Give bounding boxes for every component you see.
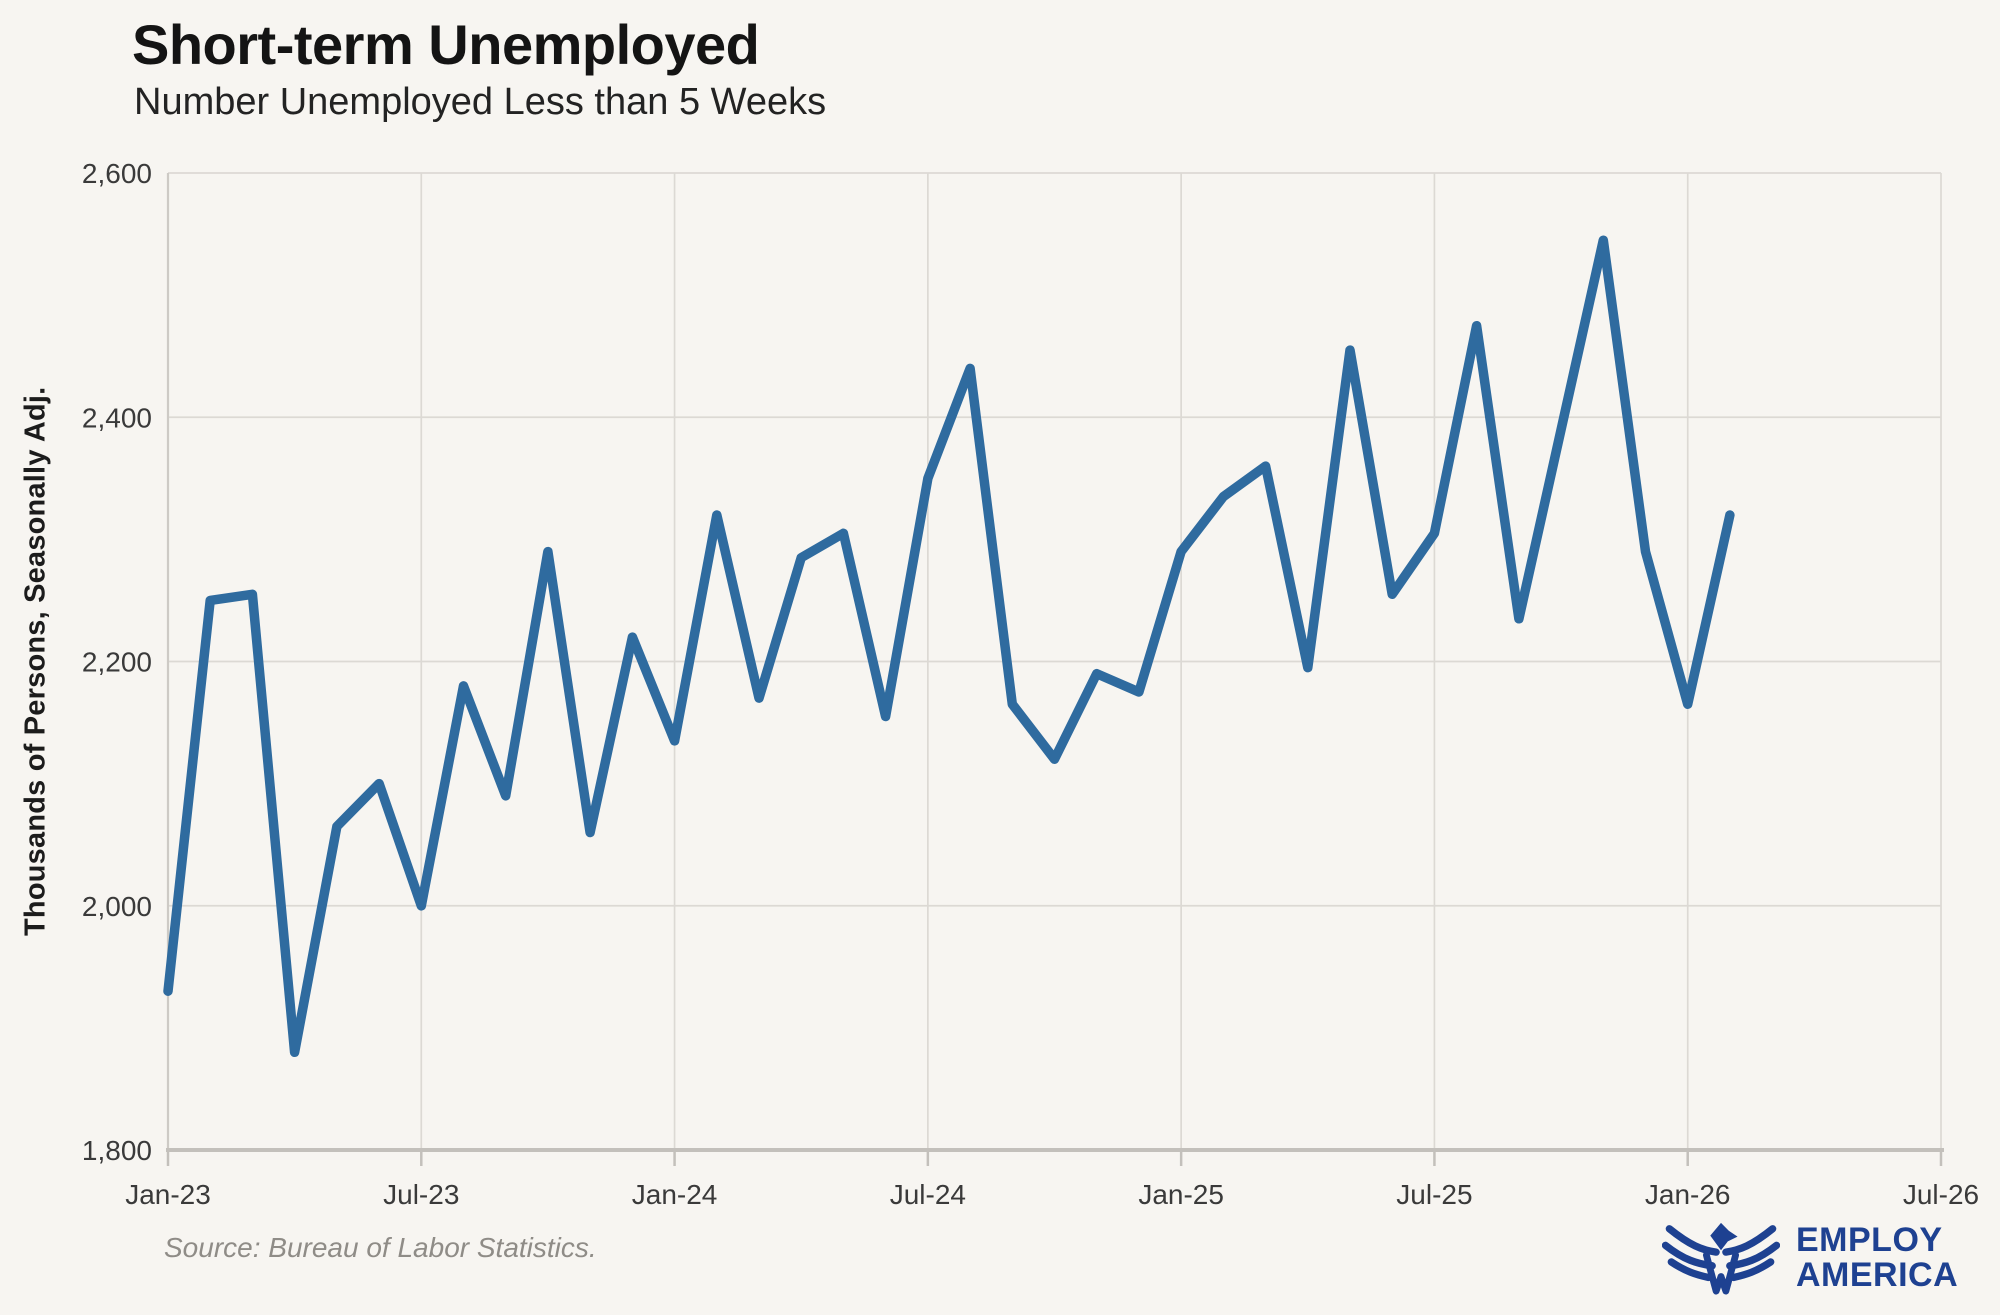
y-tick-label: 2,200: [82, 647, 152, 678]
x-tick-label: Jan-25: [1138, 1179, 1224, 1210]
logo-text: EMPLOY AMERICA: [1796, 1223, 1958, 1293]
x-tick-label: Jul-25: [1396, 1179, 1472, 1210]
y-tick-label: 2,600: [82, 158, 152, 189]
employ-america-logo: EMPLOY AMERICA: [1662, 1220, 1958, 1296]
x-tick-label: Jan-26: [1645, 1179, 1731, 1210]
chart-title: Short-term Unemployed: [132, 13, 760, 76]
source-note: Source: Bureau of Labor Statistics.: [164, 1232, 597, 1263]
eagle-icon: [1662, 1222, 1780, 1295]
y-tick-label: 2,000: [82, 891, 152, 922]
x-tick-label: Jul-23: [383, 1179, 459, 1210]
chart-subtitle: Number Unemployed Less than 5 Weeks: [134, 81, 827, 123]
logo-line1: EMPLOY: [1796, 1221, 1943, 1259]
logo-line2: AMERICA: [1796, 1256, 1959, 1294]
x-tick-label: Jul-26: [1903, 1179, 1979, 1210]
y-tick-label: 2,400: [82, 402, 152, 433]
x-tick-label: Jan-24: [632, 1179, 718, 1210]
x-tick-label: Jan-23: [125, 1179, 211, 1210]
x-tick-label: Jul-24: [890, 1179, 966, 1210]
data-line: [163, 235, 1735, 1058]
y-tick-label: 1,800: [82, 1135, 152, 1166]
